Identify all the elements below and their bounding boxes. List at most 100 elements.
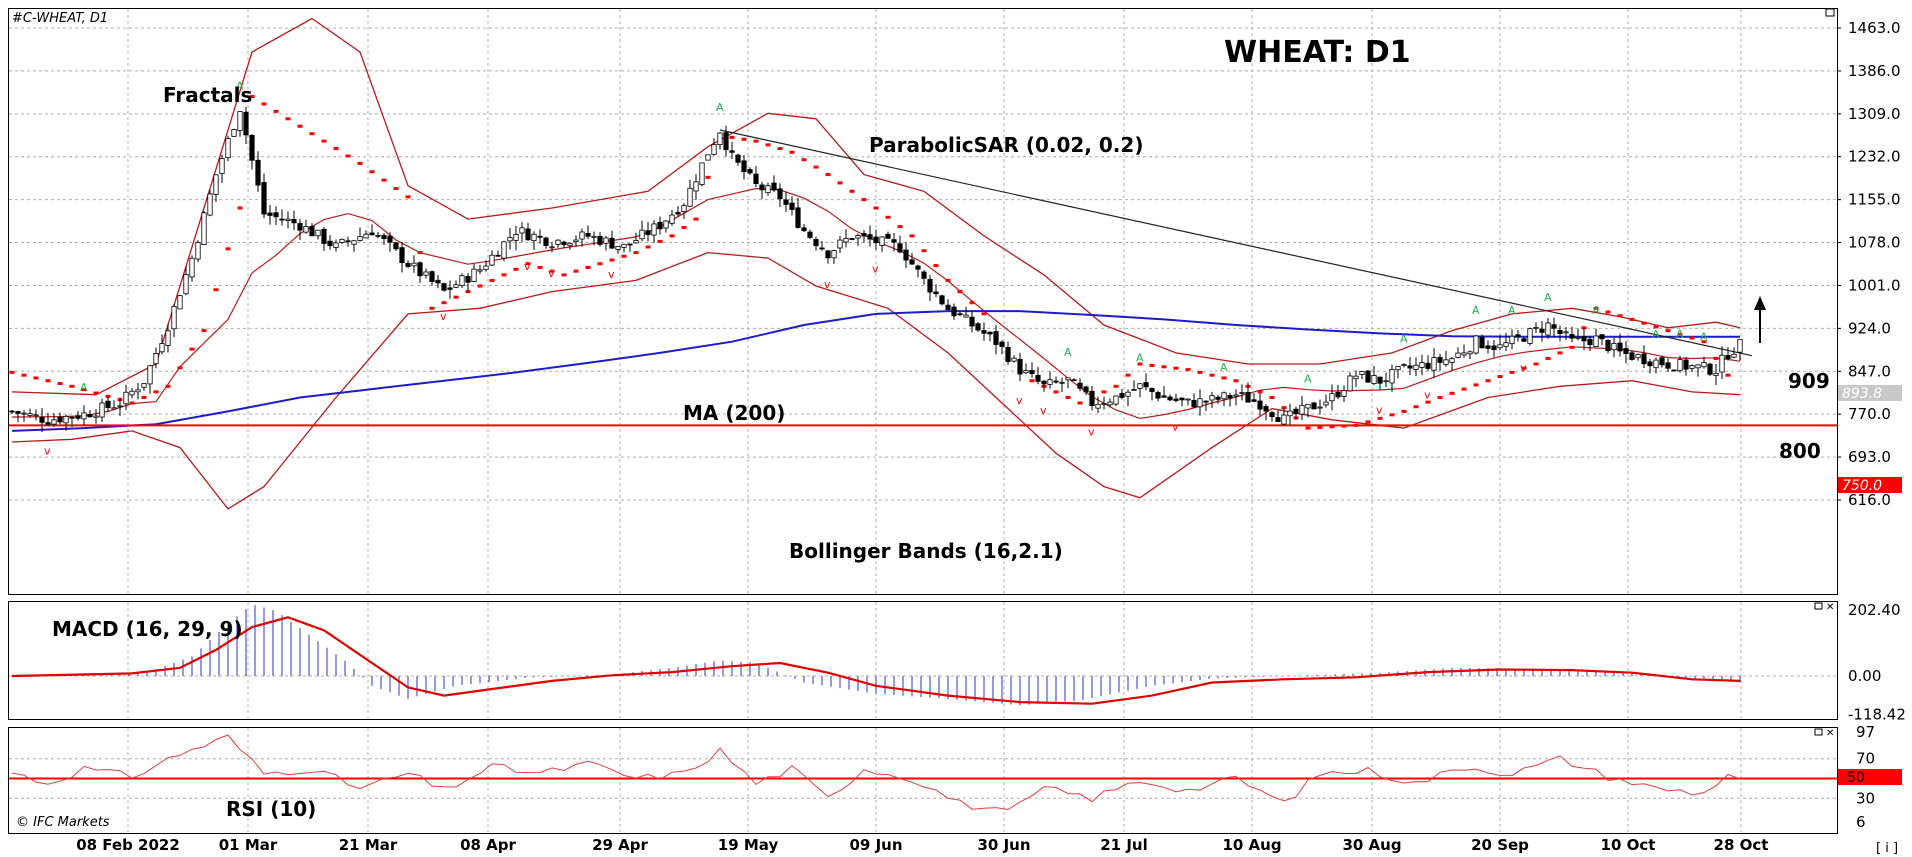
candle-body bbox=[1047, 379, 1053, 385]
candle-body bbox=[441, 283, 447, 291]
candle-body bbox=[1065, 377, 1071, 381]
last-price-tag-bg bbox=[1838, 385, 1902, 401]
sar-dot bbox=[1509, 370, 1515, 374]
sar-dot bbox=[513, 267, 519, 271]
fractal-down-marker: v bbox=[824, 278, 831, 291]
candle-body bbox=[1203, 400, 1209, 403]
main-panel-maximize-button[interactable] bbox=[1825, 8, 1835, 17]
candle-body bbox=[465, 276, 471, 283]
candle-body bbox=[153, 353, 159, 365]
fractal-down-marker: v bbox=[440, 310, 447, 323]
sar-dot bbox=[105, 394, 111, 398]
rsi-level-tag: 50 bbox=[1847, 770, 1865, 786]
candle-body bbox=[285, 218, 291, 221]
sar-dot bbox=[153, 390, 159, 394]
candle-body bbox=[1719, 354, 1725, 373]
candle-body bbox=[387, 235, 393, 243]
candle-body bbox=[507, 237, 513, 242]
candle-body bbox=[171, 305, 177, 330]
candle-body bbox=[1209, 395, 1215, 401]
macd-panel-buttons[interactable]: ✕ bbox=[1814, 602, 1834, 613]
candle-body bbox=[573, 239, 579, 243]
candle-body bbox=[705, 154, 711, 161]
sar-dot bbox=[201, 329, 207, 333]
candle-body bbox=[711, 144, 717, 155]
sar-dot bbox=[297, 124, 303, 128]
x-tick-label: 21 Jul bbox=[1100, 836, 1148, 854]
candle-body bbox=[1041, 380, 1047, 385]
sar-dot bbox=[129, 401, 135, 405]
candle-body bbox=[261, 182, 267, 215]
candle-body bbox=[345, 240, 351, 243]
fractal-markers: v A Av v v v Av v v v Av Av A Av Av A Av A A A A A bbox=[44, 80, 1708, 458]
candle-body bbox=[429, 271, 435, 283]
candle-body bbox=[1659, 357, 1665, 366]
candle-body bbox=[1689, 365, 1695, 369]
sar-dot bbox=[549, 269, 555, 273]
sar-dot bbox=[801, 158, 807, 162]
sar-dot bbox=[873, 206, 879, 210]
candle-body bbox=[1377, 376, 1383, 384]
candle-body bbox=[15, 411, 21, 414]
sar-dot bbox=[357, 161, 363, 165]
candle-body bbox=[51, 419, 57, 425]
candle-body bbox=[1443, 359, 1449, 365]
x-tick-label: 30 Jun bbox=[977, 836, 1030, 854]
candle-body bbox=[915, 265, 921, 270]
y-tick-label: 616.0 bbox=[1848, 491, 1891, 509]
candle-body bbox=[699, 162, 705, 185]
candle-body bbox=[39, 416, 45, 423]
candle-body bbox=[1383, 380, 1389, 383]
x-tick-label: 20 Sep bbox=[1471, 836, 1529, 854]
candle-body bbox=[603, 237, 609, 244]
sar-dot bbox=[1485, 379, 1491, 383]
candle-body bbox=[1419, 362, 1425, 368]
candle-body bbox=[1263, 406, 1269, 412]
sar-dot bbox=[1641, 321, 1647, 325]
info-button[interactable]: [ i ] bbox=[1876, 841, 1898, 856]
candle-body bbox=[1647, 361, 1653, 367]
sar-dot bbox=[321, 139, 327, 143]
sar-dot bbox=[1677, 332, 1683, 336]
candle-body bbox=[1365, 370, 1371, 383]
candle-body bbox=[1335, 391, 1341, 398]
candle-body bbox=[681, 205, 687, 212]
sar-dot bbox=[1665, 329, 1671, 333]
sar-dot bbox=[1125, 373, 1131, 377]
sar-dot bbox=[1077, 401, 1083, 405]
bollinger-label: Bollinger Bands (16,2.1) bbox=[789, 539, 1063, 563]
copyright: © IFC Markets bbox=[16, 815, 110, 830]
y-tick-label: 847.0 bbox=[1848, 362, 1891, 380]
candle-body bbox=[549, 246, 555, 249]
sar-dot bbox=[1425, 400, 1431, 404]
sar-dot bbox=[1173, 366, 1179, 370]
y-axis-main: 1463.0 1386.0 1309.0 1232.0 1155.0 1078.0 1001… bbox=[1837, 19, 1901, 509]
fractal-up-marker: A bbox=[1544, 291, 1552, 304]
sar-dot bbox=[1341, 424, 1347, 428]
candle-body bbox=[1239, 392, 1245, 394]
candle-body bbox=[471, 268, 477, 282]
level-tag: 750.0 bbox=[1842, 478, 1882, 494]
candle-body bbox=[897, 243, 903, 253]
sar-dot bbox=[393, 186, 399, 190]
sar-dot bbox=[897, 225, 903, 229]
rsi-y-tick-label: 30 bbox=[1856, 789, 1875, 807]
candle-body bbox=[1179, 397, 1185, 401]
candle-body bbox=[459, 275, 465, 287]
candle-body bbox=[1359, 371, 1365, 375]
sar-dot bbox=[609, 258, 615, 262]
fractal-up-marker: A bbox=[1676, 328, 1684, 341]
sar-dot bbox=[9, 370, 15, 374]
sar-dot bbox=[1521, 366, 1527, 370]
level-800-label: 800 bbox=[1779, 439, 1821, 463]
candle-body bbox=[831, 250, 837, 259]
sar-dot bbox=[1353, 423, 1359, 427]
candle-body bbox=[1305, 403, 1311, 409]
sar-dot bbox=[525, 262, 531, 266]
sar-dot bbox=[165, 384, 171, 388]
candle-body bbox=[1593, 335, 1599, 347]
symbol-label: #C-WHEAT, D1 bbox=[12, 11, 108, 26]
candle-body bbox=[99, 402, 105, 418]
sar-dot bbox=[1233, 379, 1239, 383]
rsi-panel-buttons[interactable]: ✕ bbox=[1814, 728, 1834, 739]
